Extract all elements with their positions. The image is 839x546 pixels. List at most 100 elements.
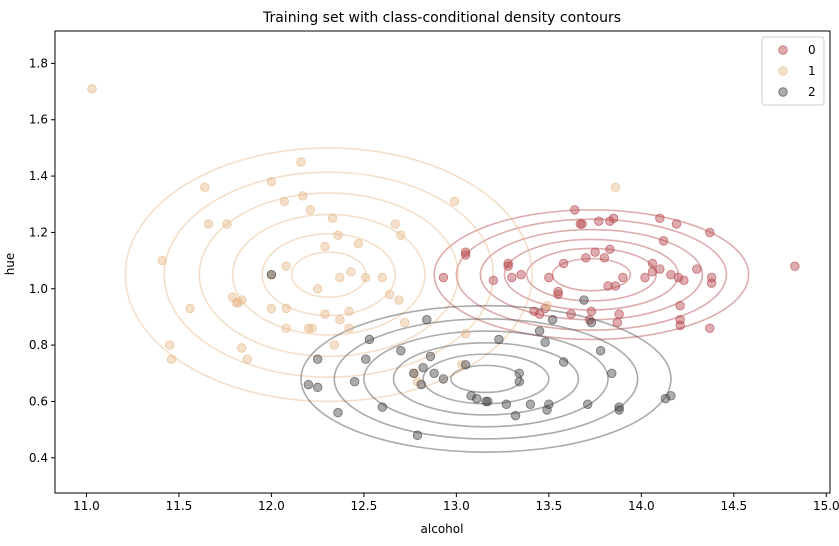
point-class-1-35 (344, 323, 354, 333)
contour-class-1-level-1 (124, 147, 534, 403)
point-class-0-2 (488, 275, 499, 286)
point-class-0-12 (553, 289, 563, 300)
point-class-2-5 (361, 354, 371, 364)
contour-class-1-level-4 (231, 213, 426, 336)
point-class-1-13 (242, 354, 253, 364)
contour-class-2-level-2 (333, 318, 639, 440)
point-class-2-22 (494, 334, 504, 345)
point-class-0-14 (566, 309, 576, 319)
point-class-0-11 (553, 286, 563, 297)
contour-class-0-level-2 (455, 218, 728, 331)
point-class-0-28 (610, 281, 621, 291)
point-class-2-37 (595, 346, 606, 356)
point-class-0-44 (679, 275, 689, 286)
point-class-2-0 (303, 379, 314, 390)
point-class-2-10 (412, 430, 423, 440)
point-class-1-43 (396, 230, 406, 240)
point-class-2-17 (460, 360, 471, 370)
point-class-1-51 (610, 182, 621, 193)
point-class-1-31 (333, 230, 343, 240)
contour-class-2-level-1 (300, 304, 672, 453)
y-tick-label: 1.8 (29, 56, 48, 70)
contour-class-1-level-2 (163, 171, 495, 379)
y-axis: 0.4 0.6 0.8 1.0 1.2 1.4 1.6 1.8 (29, 56, 55, 465)
point-class-0-29 (612, 317, 622, 328)
point-class-1-49 (460, 329, 471, 339)
series-class-2 (266, 269, 676, 440)
point-class-1-12 (237, 295, 247, 305)
y-tick-label: 1.0 (29, 282, 48, 296)
y-tick-label: 1.2 (29, 225, 48, 239)
point-class-2-6 (364, 334, 375, 345)
point-class-1-25 (307, 323, 317, 333)
point-class-0-45 (692, 264, 702, 274)
x-tick-label: 11.5 (166, 499, 193, 513)
point-class-2-23 (501, 399, 512, 409)
point-class-2-11 (418, 362, 428, 373)
x-tick-label: 12.5 (351, 499, 378, 513)
point-class-2-42 (666, 391, 676, 401)
series-class-1 (87, 84, 621, 387)
point-class-0-35 (655, 213, 665, 224)
point-class-1-41 (390, 219, 401, 229)
legend-marker-class-0 (778, 45, 788, 55)
contour-class-1-level-6 (290, 251, 367, 299)
point-class-0-26 (605, 244, 615, 255)
x-tick-label: 11.0 (73, 499, 100, 513)
y-tick-label: 0.4 (29, 451, 48, 465)
point-class-0-31 (618, 272, 628, 283)
plot-area-frame (54, 30, 831, 494)
point-class-1-3 (166, 354, 177, 364)
point-class-1-36 (346, 267, 356, 277)
point-class-2-34 (579, 295, 589, 305)
point-class-1-5 (200, 182, 210, 193)
x-axis: 11.0 11.5 12.0 12.5 13.0 13.5 14.0 14.5 15.0 (73, 493, 839, 513)
point-class-0-47 (705, 323, 715, 333)
point-class-2-31 (544, 399, 554, 409)
point-class-1-27 (320, 241, 330, 252)
contour-class-2-level-4 (392, 342, 580, 416)
point-class-0-32 (640, 272, 650, 283)
point-class-1-24 (305, 205, 315, 215)
point-class-2-26 (514, 377, 524, 387)
point-class-0-39 (671, 219, 682, 229)
point-class-2-13 (422, 315, 432, 325)
point-class-2-19 (472, 393, 482, 404)
point-class-2-39 (614, 405, 624, 415)
x-axis-title: alcohol (421, 522, 464, 536)
point-class-1-50 (542, 300, 552, 311)
point-class-2-40 (614, 402, 624, 412)
contour-class-2-level-5 (422, 353, 550, 405)
point-class-2-25 (514, 368, 524, 378)
point-class-1-6 (203, 219, 214, 229)
x-tick-label: 13.5 (535, 499, 562, 513)
contour-class-0-level-3 (479, 228, 704, 321)
point-class-1-0 (87, 84, 97, 94)
point-class-2-36 (586, 317, 597, 328)
x-tick-label: 13.0 (443, 499, 470, 513)
point-class-1-48 (457, 360, 467, 370)
series-class-0 (438, 205, 800, 333)
point-class-0-30 (614, 309, 624, 319)
point-class-1-21 (296, 157, 306, 167)
point-class-2-1 (312, 354, 323, 364)
legend-box (761, 36, 825, 106)
point-class-0-10 (544, 272, 554, 283)
y-tick-label: 1.4 (29, 169, 48, 183)
point-class-0-18 (581, 253, 591, 263)
point-class-2-24 (510, 410, 521, 421)
point-class-1-29 (327, 213, 338, 224)
chart-title: Training set with class-conditional dens… (262, 10, 621, 26)
point-class-0-24 (603, 281, 613, 291)
point-class-0-0 (460, 250, 471, 260)
point-class-0-27 (608, 213, 619, 224)
contour-class-1-level-3 (198, 192, 460, 358)
point-class-0-6 (516, 269, 526, 280)
point-class-2-33 (558, 357, 569, 367)
point-class-1-11 (237, 343, 247, 353)
point-class-2-38 (607, 368, 617, 378)
point-class-2-27 (525, 399, 536, 409)
y-tick-label: 0.6 (29, 394, 48, 408)
point-class-0-36 (658, 236, 669, 246)
y-axis-title: hue (3, 253, 17, 276)
